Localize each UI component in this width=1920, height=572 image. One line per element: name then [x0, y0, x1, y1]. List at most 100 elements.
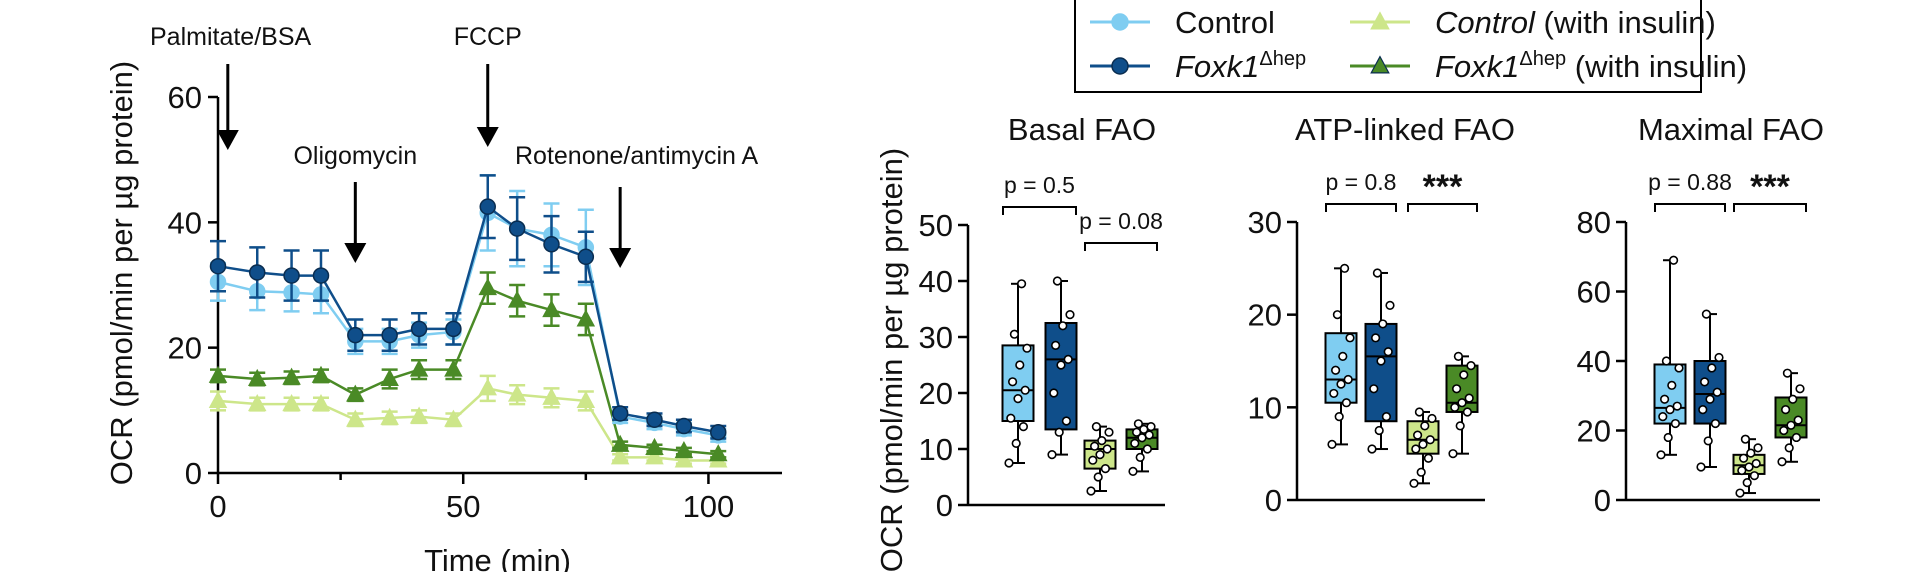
series-line-control_ins	[217, 387, 719, 462]
box-data-point	[1372, 268, 1382, 278]
box-data-point	[1135, 452, 1145, 463]
legend: Control Control (with insulin)Foxk1Δhep Fo…	[1074, 0, 1747, 93]
box-data-point	[1414, 407, 1424, 417]
box-data-point	[1146, 422, 1156, 432]
box-data-point	[1451, 384, 1462, 394]
legend-label-control: Control	[1175, 5, 1275, 40]
legend-italic: Foxk1	[1435, 49, 1519, 84]
box-data-point	[1423, 453, 1433, 463]
data-point	[646, 411, 663, 428]
box-data-point	[1780, 405, 1791, 415]
box-data-point	[1130, 438, 1140, 449]
box-data-point	[1791, 432, 1801, 443]
injection-arrow-head	[344, 243, 367, 263]
box-data-point	[1009, 329, 1020, 339]
box-data-point	[1345, 333, 1355, 343]
ocr-time-course-chart: 0 20 40 60 0 50 100 Time (min) OCR (pmol/min per…	[104, 23, 782, 572]
data-point	[611, 405, 629, 422]
box-data-point	[1102, 444, 1112, 454]
panel-title: Maximal FAO	[1638, 112, 1824, 147]
legend-italic: Control	[1435, 5, 1536, 40]
significance-bracket	[1654, 203, 1726, 212]
x-axis-label: Time (min)	[424, 543, 571, 572]
box-data-point	[1751, 458, 1761, 469]
data-point	[674, 440, 694, 459]
box-data-point	[1411, 444, 1421, 454]
box-data-point	[1696, 462, 1706, 472]
legend-superscript: Δhep	[1519, 48, 1566, 70]
box-iqr	[1364, 322, 1398, 423]
data-point	[478, 278, 497, 296]
y-tick-label: 20	[168, 331, 202, 366]
legend-marker-foxk1	[1111, 57, 1129, 75]
data-point	[247, 393, 267, 412]
panel-title: Basal FAO	[1008, 112, 1156, 147]
box-iqr	[1044, 322, 1078, 431]
box-control	[1324, 263, 1358, 450]
box-data-point	[1788, 394, 1798, 404]
injection-arrow-head	[476, 127, 499, 147]
legend-label-foxk1_ins: Foxk1Δhep (with insulin)	[1435, 48, 1747, 84]
legend-label-control_ins: Control (with insulin)	[1435, 5, 1716, 40]
panel-y-tick-label: 0	[1265, 483, 1282, 518]
box-data-point	[1006, 413, 1016, 423]
data-point	[312, 267, 330, 284]
box-data-point	[1786, 420, 1796, 430]
box-data-point	[1056, 360, 1066, 370]
box-data-point	[1420, 421, 1430, 431]
box-data-point	[1095, 450, 1105, 460]
box-data-point	[1383, 347, 1393, 357]
data-point	[283, 267, 300, 284]
box-data-point	[1749, 471, 1759, 481]
box-data-point	[1740, 434, 1750, 444]
legend-italic: Foxk1	[1175, 49, 1259, 84]
data-point	[380, 368, 399, 387]
box-data-point	[1701, 309, 1711, 319]
box-data-point	[1013, 394, 1023, 404]
box-data-point	[1016, 279, 1027, 289]
data-point	[576, 309, 596, 327]
panel-y-tick-label: 0	[936, 488, 953, 523]
data-point	[409, 359, 429, 377]
significance-bracket	[1325, 203, 1397, 212]
box-data-point	[1058, 321, 1068, 331]
legend-text: (with insulin)	[1566, 49, 1747, 84]
box-data-point	[1457, 398, 1467, 408]
box-foxk1_ins	[1445, 351, 1479, 459]
panel-y-tick-label: 30	[919, 320, 953, 355]
box-iqr	[1001, 344, 1035, 422]
box-data-point	[1329, 388, 1339, 399]
data-point	[674, 450, 694, 468]
panel-y-tick-label: 20	[919, 376, 953, 411]
box-data-point	[1707, 363, 1717, 373]
box-data-point	[1020, 385, 1030, 395]
data-point	[542, 299, 561, 318]
fao-box-plots: OCR (pmol/min per µg protein) Basal FAO 0 1…	[874, 112, 1824, 572]
box-data-point	[1015, 360, 1025, 370]
box-foxk1_ins	[1125, 419, 1159, 477]
box-data-point	[1427, 413, 1437, 424]
legend-marker-control_ins	[1370, 11, 1390, 30]
box-data-point	[1663, 432, 1673, 443]
box-data-point	[1049, 388, 1059, 398]
data-point	[444, 359, 463, 377]
data-point	[282, 367, 301, 385]
box-foxk1	[1364, 268, 1398, 454]
box-data-point	[1710, 418, 1720, 429]
box-control_ins	[1083, 422, 1117, 496]
panel-y-tick-label: 20	[1577, 414, 1611, 449]
data-point	[346, 384, 365, 402]
data-point	[380, 407, 399, 425]
significance-bracket	[1407, 203, 1478, 212]
box-data-point	[1104, 427, 1114, 437]
data-point	[508, 220, 526, 237]
data-point	[708, 444, 728, 462]
data-point	[507, 384, 527, 402]
x-tick-label: 50	[446, 489, 480, 524]
box-data-point	[1385, 300, 1395, 311]
box-data-point	[1412, 430, 1423, 440]
data-point	[248, 264, 266, 281]
box-data-point	[1466, 361, 1476, 371]
legend-marker-foxk1_ins	[1370, 55, 1390, 74]
box-data-point	[1327, 439, 1337, 450]
